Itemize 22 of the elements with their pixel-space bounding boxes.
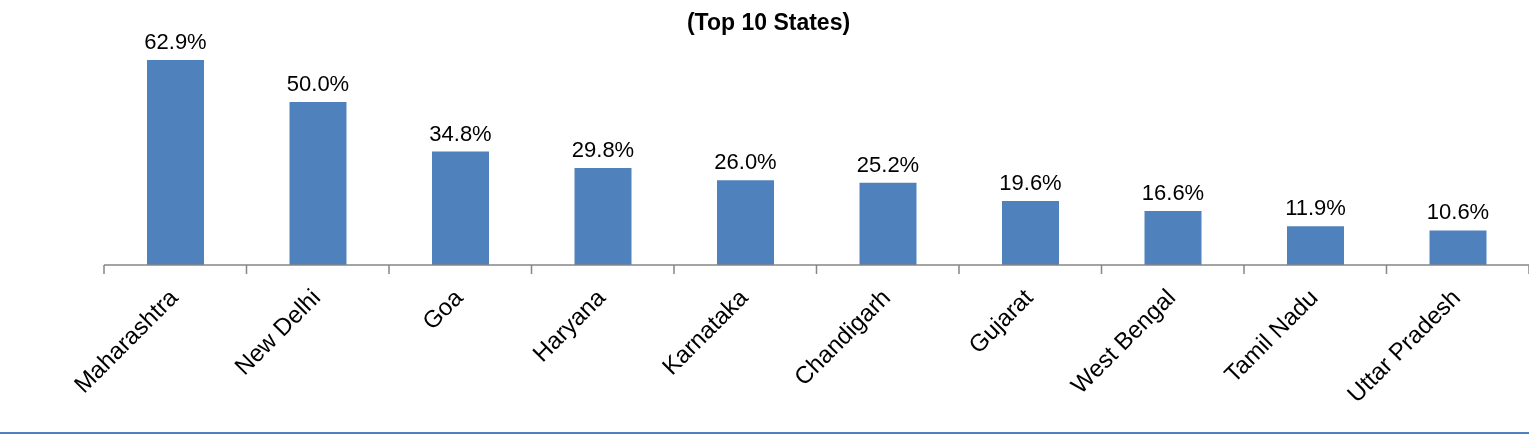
bar — [432, 151, 489, 265]
chart-title: (Top 10 States) — [686, 9, 851, 35]
data-label: 25.2% — [856, 151, 920, 177]
bar — [1144, 210, 1202, 265]
data-label: 62.9% — [144, 29, 207, 54]
data-label: 29.8% — [571, 136, 635, 162]
bar — [859, 182, 917, 265]
data-label: 11.9% — [1285, 195, 1346, 221]
data-label: 50.0% — [286, 71, 350, 97]
data-label: 34.8% — [429, 120, 492, 146]
data-label: 10.6% — [1426, 199, 1490, 225]
bar — [574, 167, 632, 265]
bar — [1002, 201, 1059, 265]
x-tick-label: Goa — [416, 282, 469, 335]
data-label: 16.6% — [1141, 179, 1205, 205]
bar — [147, 60, 204, 265]
data-label: 19.6% — [999, 170, 1062, 196]
data-label: 26.0% — [714, 149, 777, 175]
bar — [717, 180, 774, 265]
bar — [1429, 230, 1487, 265]
bar — [1287, 226, 1344, 265]
bar — [289, 102, 347, 265]
